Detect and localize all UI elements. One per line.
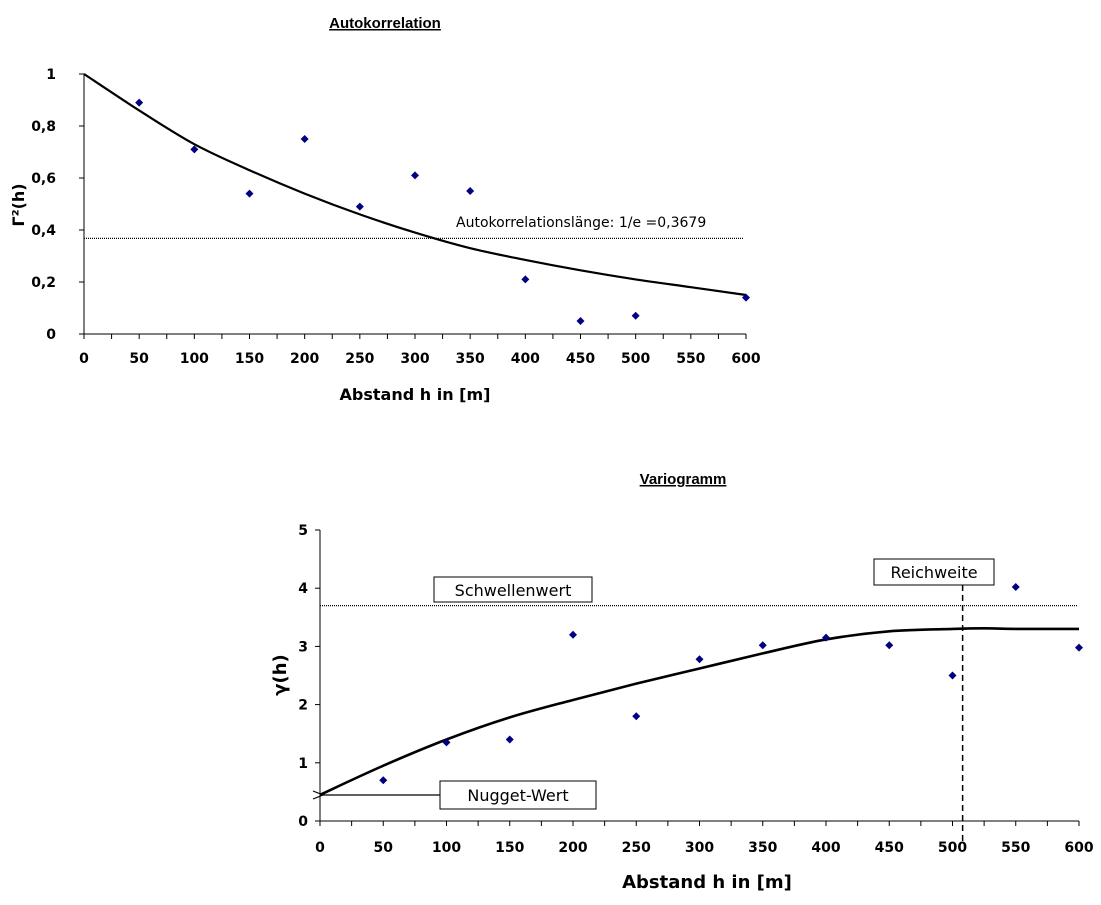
chart1-x-tick-label: 500 bbox=[621, 351, 650, 367]
chart1-data-point bbox=[631, 311, 640, 320]
chart2-x-tick-label: 500 bbox=[938, 840, 967, 856]
chart1-data-point bbox=[576, 317, 585, 325]
chart2-y-tick-label: 3 bbox=[298, 639, 308, 655]
chart1-data-point bbox=[245, 189, 254, 198]
chart2-x-tick-label: 150 bbox=[495, 840, 524, 856]
chart1-x-tick-label: 400 bbox=[511, 351, 540, 367]
chart2-x-tick-label: 450 bbox=[875, 840, 904, 856]
chart1-y-tick-label: 0,2 bbox=[31, 275, 56, 291]
chart2-x-tick-label: 50 bbox=[374, 840, 394, 856]
chart2-x-tick-label: 550 bbox=[1001, 840, 1030, 856]
chart2-x-tick-label: 600 bbox=[1064, 840, 1093, 856]
chart1-x-tick-label: 50 bbox=[129, 351, 149, 367]
chart2-data-point bbox=[442, 738, 451, 747]
chart1-y-tick-label: 0,6 bbox=[31, 171, 56, 187]
chart2-data-point bbox=[379, 776, 388, 785]
chart1-y-tick-label: 1 bbox=[46, 67, 56, 83]
sill-label-box bbox=[433, 576, 593, 603]
chart1-data-point bbox=[300, 135, 309, 143]
chart1-data-point bbox=[466, 187, 475, 195]
chart2-data-point bbox=[822, 633, 830, 642]
chart2-data-point bbox=[505, 735, 514, 744]
chart2-y-tick-label: 4 bbox=[298, 581, 308, 597]
chart2-data-point bbox=[948, 671, 957, 680]
chart2-data-point bbox=[1075, 643, 1083, 652]
chart2-data-point bbox=[758, 641, 767, 650]
chart1-data-point bbox=[411, 171, 419, 180]
chart1-x-tick-label: 0 bbox=[79, 351, 89, 367]
chart2-fit-curve bbox=[319, 627, 1080, 796]
chart1-data-point bbox=[190, 145, 199, 154]
chart2-x-tick-label: 0 bbox=[315, 840, 325, 856]
chart1-fit-curve bbox=[83, 73, 747, 297]
chart1-x-tick-label: 100 bbox=[180, 351, 209, 367]
chart2-data-point bbox=[695, 655, 704, 664]
chart2-y-tick-label: 1 bbox=[298, 756, 308, 772]
chart2-x-tick-label: 200 bbox=[558, 840, 587, 856]
chart1-x-tick-label: 350 bbox=[456, 351, 485, 367]
chart1-x-tick-label: 300 bbox=[400, 351, 429, 367]
chart1-autocorrelation-length-annotation: Autokorrelationslänge: 1/e =0,3679 bbox=[456, 215, 706, 231]
chart1-y-tick-label: 0,8 bbox=[31, 119, 56, 135]
chart2-x-axis-label: Abstand h in [m] bbox=[622, 872, 792, 893]
variogramm-chart: Variogramm 0 50 100 150 200 250 300 350 400 450 50… bbox=[270, 471, 1094, 893]
chart1-x-tick-label: 450 bbox=[566, 351, 595, 367]
chart2-x-tick-label: 400 bbox=[811, 840, 840, 856]
chart2-x-ticks: 0 50 100 150 200 250 300 350 400 450 500 550 600 bbox=[315, 821, 1094, 856]
chart1-x-tick-label: 600 bbox=[731, 351, 760, 367]
chart2-data-point bbox=[632, 712, 641, 721]
sill-label: Schwellenwert bbox=[455, 581, 572, 600]
chart1-x-tick-label: 200 bbox=[290, 351, 319, 367]
chart2-y-tick-label: 5 bbox=[298, 523, 308, 539]
chart1-y-axis-label: Γ²(h) bbox=[9, 183, 28, 226]
chart2-title: Variogramm bbox=[640, 471, 727, 488]
chart1-x-tick-label: 150 bbox=[235, 351, 264, 367]
chart2-data-points bbox=[379, 583, 1083, 785]
chart1-y-ticks: 0 0,2 0,4 0,6 0,8 1 bbox=[31, 67, 84, 343]
chart1-data-point bbox=[521, 275, 530, 284]
nugget-label: Nugget-Wert bbox=[467, 786, 568, 805]
chart1-x-tick-label: 250 bbox=[345, 351, 374, 367]
chart2-x-tick-label: 350 bbox=[748, 840, 777, 856]
chart1-x-ticks: 0 50 100 150 200 250 300 350 400 450 500 550 600 bbox=[79, 334, 761, 367]
chart2-x-tick-label: 250 bbox=[622, 840, 651, 856]
chart2-x-tick-label: 300 bbox=[685, 840, 714, 856]
range-label-box bbox=[873, 558, 995, 586]
chart1-data-point bbox=[355, 202, 364, 211]
chart1-data-point bbox=[135, 98, 144, 107]
chart1-data-points bbox=[135, 98, 750, 325]
chart2-data-point bbox=[1011, 583, 1020, 592]
chart1-data-point bbox=[742, 293, 750, 302]
chart2-data-point bbox=[569, 630, 577, 639]
chart1-x-axis-label: Abstand h in [m] bbox=[340, 385, 491, 404]
chart1-y-tick-label: 0 bbox=[46, 327, 56, 343]
chart1-x-tick-label: 550 bbox=[676, 351, 705, 367]
chart2-y-tick-label: 2 bbox=[298, 698, 308, 714]
chart2-data-point bbox=[885, 641, 894, 650]
chart2-x-tick-label: 100 bbox=[432, 840, 461, 856]
chart1-y-tick-label: 0,4 bbox=[31, 223, 56, 239]
nugget-label-box bbox=[439, 780, 597, 810]
autokorrelation-chart: Autokorrelation 0 50 100 150 200 250 300 350 400… bbox=[9, 15, 761, 404]
chart2-y-tick-label: 0 bbox=[298, 814, 308, 830]
chart2-y-axis-label: γ(h) bbox=[270, 654, 291, 696]
chart2-y-ticks: 0 1 2 3 4 5 bbox=[298, 523, 320, 830]
range-label: Reichweite bbox=[890, 563, 977, 582]
chart1-title: Autokorrelation bbox=[329, 15, 441, 32]
